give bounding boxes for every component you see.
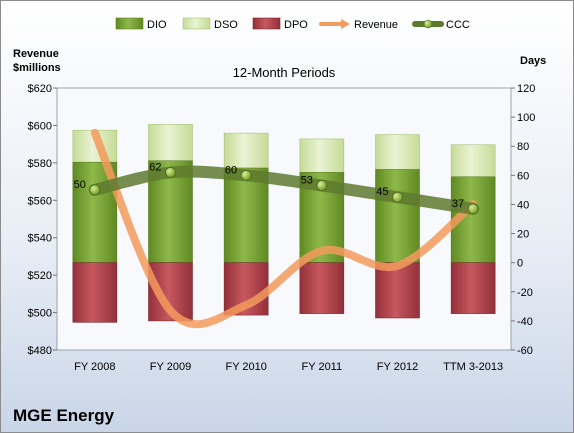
legend-label-dpo: DPO xyxy=(284,19,308,31)
left-tick-label: $620 xyxy=(28,83,52,95)
ccc-point xyxy=(316,180,328,191)
bar-dso xyxy=(223,132,269,169)
left-axis: $480 $500 $520 $540 $560 $580 $600 $620 xyxy=(28,83,57,357)
chart-title: 12-Month Periods xyxy=(233,65,336,80)
legend-arrow-icon xyxy=(341,19,350,29)
company-name: MGE Energy xyxy=(13,406,115,425)
x-tick-label: FY 2008 xyxy=(74,361,115,373)
legend-swatch-dpo xyxy=(252,17,281,30)
right-tick-label: 120 xyxy=(517,83,535,95)
bar-dso xyxy=(450,144,496,178)
lines: 50 62 60 53 45 37 xyxy=(74,128,480,329)
left-tick-label: $500 xyxy=(28,308,52,320)
right-tick-label: -20 xyxy=(517,287,533,299)
ccc-point xyxy=(467,203,479,215)
left-tick-label: $580 xyxy=(28,158,52,170)
left-axis-label-line1: Revenue xyxy=(13,48,59,60)
ccc-data-label: 45 xyxy=(376,186,388,198)
x-tick-label: FY 2011 xyxy=(302,361,343,373)
right-tick-label: 80 xyxy=(517,141,529,153)
bar-dio xyxy=(223,167,269,263)
right-tick-label: -40 xyxy=(517,316,533,328)
bar-dso xyxy=(148,124,193,162)
bars xyxy=(72,124,496,323)
right-tick-label: 20 xyxy=(517,229,529,241)
right-tick-label: 100 xyxy=(517,112,535,124)
ccc-data-label: 60 xyxy=(225,164,237,176)
bar-dio xyxy=(375,169,420,263)
bar-dpo xyxy=(375,262,420,319)
bar-dso xyxy=(299,138,345,173)
revenue-line xyxy=(90,128,478,329)
bar-dpo xyxy=(299,262,345,314)
ccc-point xyxy=(240,169,252,181)
ccc-point xyxy=(89,184,101,196)
legend-label-dio: DIO xyxy=(147,19,167,31)
bar-dpo xyxy=(72,262,118,323)
plot-area xyxy=(56,87,512,351)
ccc-data-label: 62 xyxy=(149,161,161,173)
bar-dpo xyxy=(450,262,496,314)
legend-label-revenue: Revenue xyxy=(354,19,398,31)
right-tick-label: -60 xyxy=(517,345,533,357)
right-tick-label: 0 xyxy=(517,258,523,270)
right-axis: -60 -40 -20 0 20 40 60 80 100 120 xyxy=(511,83,535,357)
legend-dot-icon xyxy=(423,19,433,29)
ccc-point xyxy=(165,167,176,178)
left-tick-label: $540 xyxy=(28,233,52,245)
legend-label-ccc: CCC xyxy=(446,19,470,31)
legend-label-dso: DSO xyxy=(214,19,238,31)
bar-dso xyxy=(375,134,420,170)
x-tick-label: FY 2010 xyxy=(225,361,266,373)
legend-swatch-dso xyxy=(182,17,211,30)
left-tick-label: $560 xyxy=(28,195,52,207)
left-tick-label: $480 xyxy=(28,345,52,357)
legend: DIO DSO DPO Revenue CCC xyxy=(115,17,470,31)
left-axis-label-line2: $millions xyxy=(13,62,61,74)
right-axis-label: Days xyxy=(520,55,546,67)
right-tick-label: 40 xyxy=(517,199,529,211)
left-tick-label: $600 xyxy=(28,120,52,132)
x-tick-label: TTM 3-2013 xyxy=(443,361,503,373)
legend-swatch-dio xyxy=(115,17,144,30)
x-axis: FY 2008 FY 2009 FY 2010 FY 2011 FY 2012 TTM 3… xyxy=(74,361,503,373)
left-tick-label: $520 xyxy=(28,270,52,282)
ccc-data-label: 53 xyxy=(301,175,313,187)
ccc-point xyxy=(392,191,403,203)
ccc-data-label: 50 xyxy=(74,179,86,191)
ccc-data-label: 37 xyxy=(452,198,464,210)
right-tick-label: 60 xyxy=(517,170,529,182)
x-tick-label: FY 2009 xyxy=(150,361,191,373)
x-tick-label: FY 2012 xyxy=(377,361,418,373)
ccc-line xyxy=(88,165,480,215)
